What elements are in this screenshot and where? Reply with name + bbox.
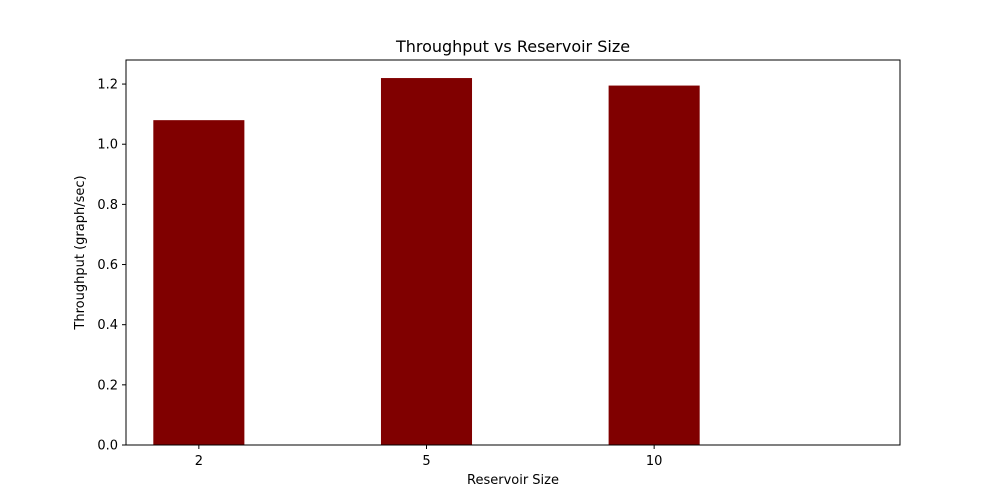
y-axis-label: Throughput (graph/sec) — [73, 175, 88, 330]
x-tick-label: 2 — [195, 454, 203, 469]
bar-5 — [380, 78, 473, 445]
chart-title: Throughput vs Reservoir Size — [395, 37, 630, 56]
y-tick-label: 0.6 — [97, 258, 118, 273]
bars-layer — [153, 78, 700, 445]
y-tick-label: 0.4 — [97, 318, 118, 333]
y-tick-label: 0.8 — [97, 198, 118, 213]
x-tick-label: 10 — [646, 454, 663, 469]
y-axis-ticks: 0.0 0.2 0.4 0.6 0.8 1.0 1.2 — [97, 78, 126, 454]
bar-2 — [153, 120, 245, 445]
y-tick-label: 1.2 — [97, 78, 118, 93]
x-axis-ticks: 2 5 10 — [195, 445, 663, 469]
plot-frame — [125, 59, 901, 446]
x-tick-label: 5 — [422, 454, 430, 469]
y-tick-label: 0.2 — [97, 378, 118, 393]
x-axis-label: Reservoir Size — [467, 473, 559, 488]
bar-10 — [608, 85, 700, 445]
y-tick-label: 1.0 — [97, 138, 118, 153]
y-tick-label: 0.0 — [97, 439, 118, 454]
